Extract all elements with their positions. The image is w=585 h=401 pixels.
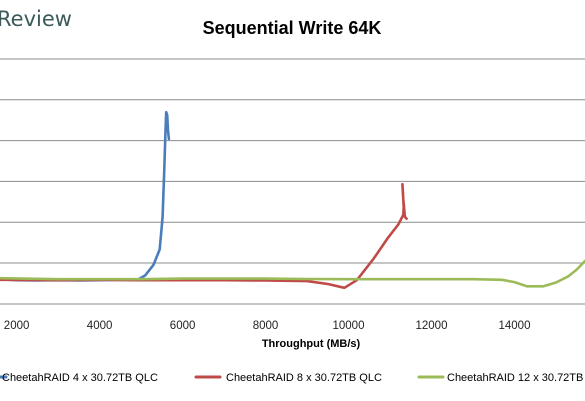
legend-label-1: CheetahRAID 4 x 30.72TB QLC [2, 372, 158, 384]
x-tick-label: 6000 [170, 320, 196, 332]
series-line-3 [0, 259, 585, 288]
x-axis-label: Throughput (MB/s) [262, 338, 361, 350]
legend-label-3: CheetahRAID 12 x 30.72TB QLC [447, 372, 585, 384]
x-tick-label: 10000 [333, 320, 365, 332]
x-tick-label: 12000 [416, 320, 448, 332]
series-layer [0, 110, 585, 290]
x-tick-label: 4000 [87, 320, 113, 332]
x-tick-label: 8000 [253, 320, 279, 332]
grid [0, 58, 585, 264]
series-line-2 [0, 182, 408, 290]
legend: CheetahRAID 4 x 30.72TB QLC CheetahRAID 8… [0, 372, 585, 384]
x-tick-label: 14000 [499, 320, 531, 332]
brand-logo-text: Review [0, 7, 72, 31]
legend-label-2: CheetahRAID 8 x 30.72TB QLC [226, 372, 382, 384]
chart-title: Sequential Write 64K [203, 18, 382, 38]
series-line-1 [0, 110, 171, 282]
x-ticks: 2000 4000 6000 8000 10000 12000 14000 [4, 320, 531, 332]
x-tick-label: 2000 [4, 320, 30, 332]
